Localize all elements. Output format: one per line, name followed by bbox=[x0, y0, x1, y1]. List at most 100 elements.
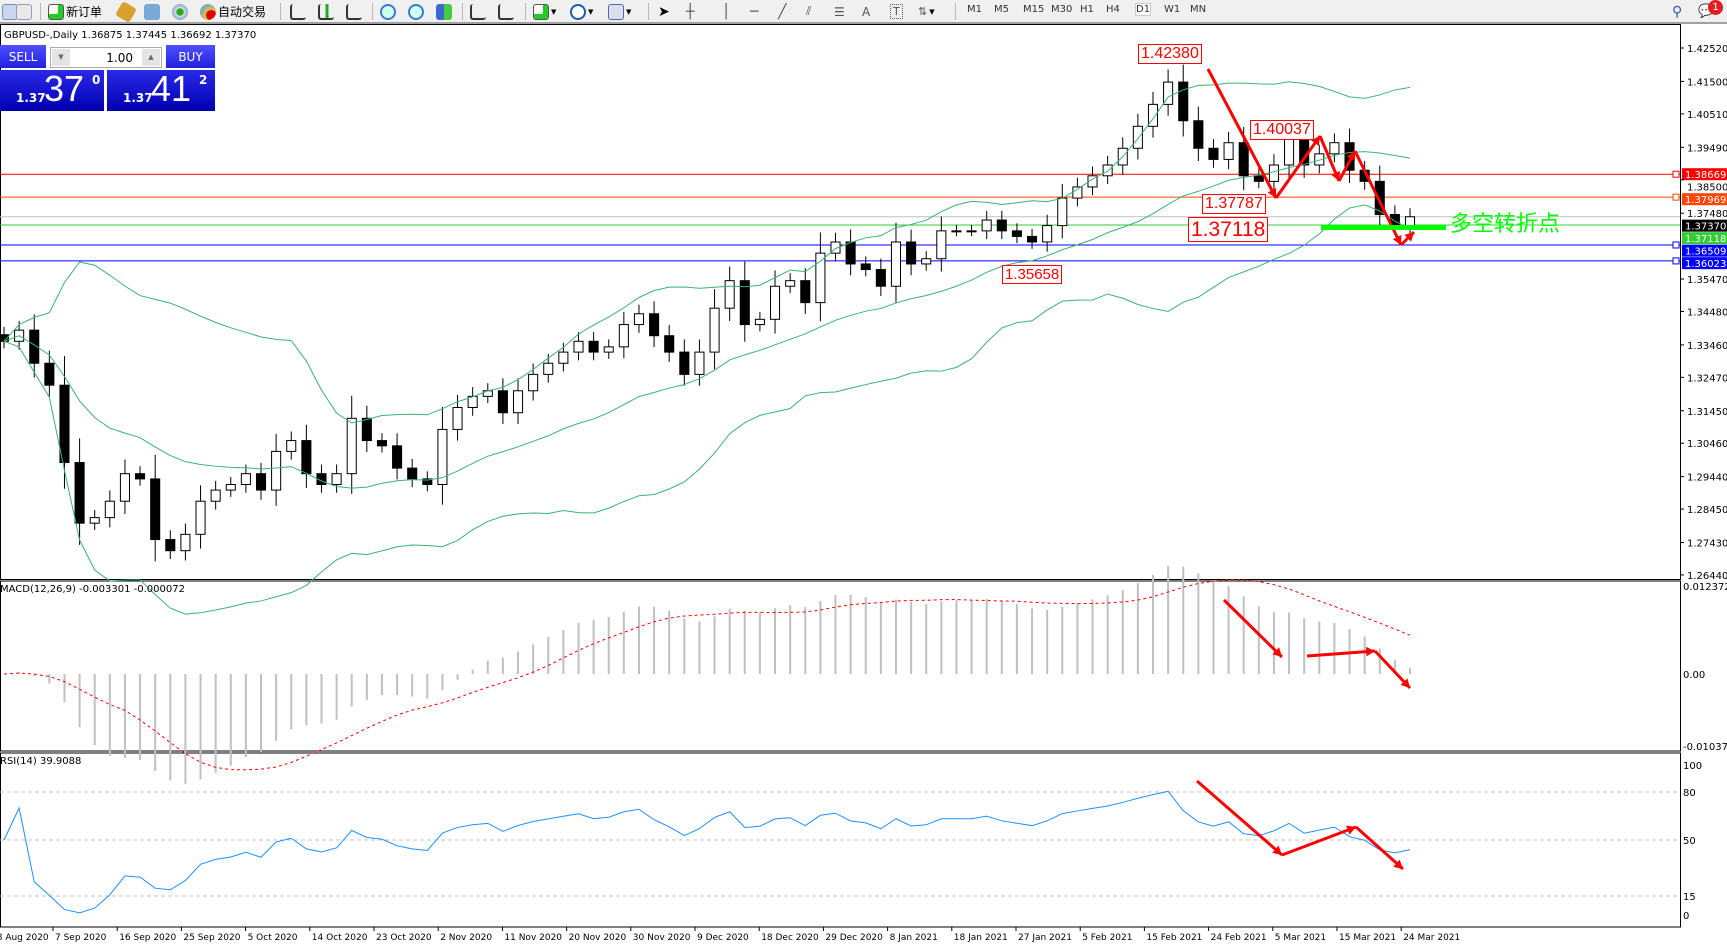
trendline-button[interactable]: ╱ bbox=[778, 2, 786, 21]
timeframe-m30[interactable]: M30 bbox=[1051, 4, 1073, 15]
horizontal-line-button[interactable]: ─ bbox=[750, 2, 758, 21]
bull-candle bbox=[936, 230, 947, 260]
macd-label: MACD(12,26,9) -0.003301 -0.000072 bbox=[0, 584, 185, 595]
price-axis-label: 1.28450 bbox=[1687, 505, 1727, 516]
zoom-in-icon bbox=[380, 3, 396, 20]
bull-candle bbox=[1132, 125, 1143, 149]
sell-price[interactable]: 1.37 37 0 bbox=[0, 68, 104, 111]
buy-button[interactable]: BUY bbox=[166, 45, 215, 68]
date-axis-label: 5 Feb 2021 bbox=[1082, 933, 1132, 943]
date-axis-label: 20 Nov 2020 bbox=[569, 933, 627, 943]
date-axis-label: 9 Dec 2020 bbox=[697, 933, 749, 943]
metaeditor-button[interactable] bbox=[115, 0, 137, 23]
bull-candle bbox=[528, 373, 539, 392]
bear-candle bbox=[361, 417, 372, 442]
macd-panel-frame bbox=[0, 580, 1681, 752]
price-line-tag bbox=[1682, 168, 1727, 181]
indicators-button[interactable]: ▼ bbox=[533, 2, 556, 21]
bull-candle bbox=[119, 473, 130, 502]
toolbar: 新订单 自动交易 ▼ ▼ ▼ ➤ ┼ │ ─ ╱ ⫽ ☰ A T ⇅ ▼ M1 M5… bbox=[0, 0, 1727, 24]
bull-candle bbox=[951, 230, 962, 233]
candlestick-button[interactable] bbox=[318, 2, 334, 21]
lot-size-input[interactable]: ▼ 1.00 ▲ bbox=[50, 47, 162, 68]
line-chart-button[interactable] bbox=[346, 2, 362, 21]
price-line-tag bbox=[1682, 244, 1727, 257]
cursor-icon: ➤ bbox=[658, 3, 670, 20]
chart-shift-button[interactable] bbox=[498, 2, 514, 21]
date-axis-label: 8 Jan 2021 bbox=[890, 933, 938, 943]
candlestick-icon bbox=[318, 3, 334, 20]
tile-windows-button[interactable] bbox=[436, 2, 452, 21]
price-line-tag bbox=[1682, 257, 1727, 270]
timeframe-w1[interactable]: W1 bbox=[1164, 4, 1181, 15]
date-axis-label: 2 Nov 2020 bbox=[440, 933, 492, 943]
channel-button[interactable]: ⫽ bbox=[806, 2, 811, 21]
cursor-button[interactable]: ➤ bbox=[658, 2, 670, 21]
zoom-out-button[interactable] bbox=[408, 2, 424, 21]
bear-candle bbox=[59, 384, 70, 464]
bear-candle bbox=[392, 445, 403, 469]
main-panel-frame bbox=[0, 24, 1681, 580]
bear-candle bbox=[1193, 120, 1204, 149]
notifications-button[interactable]: 💬 1 bbox=[1698, 0, 1723, 21]
annotation-high: 1.42380 bbox=[1138, 44, 1202, 64]
new-order-button[interactable]: 新订单 bbox=[48, 2, 102, 21]
pivot-level-bar bbox=[1321, 225, 1446, 230]
timeframe-m1[interactable]: M1 bbox=[967, 4, 982, 15]
text-label-button[interactable]: T bbox=[890, 2, 903, 21]
terminal-button[interactable] bbox=[144, 2, 160, 21]
annotation-swing-low: 1.37787 bbox=[1202, 194, 1266, 214]
autoscroll-button[interactable] bbox=[470, 2, 486, 21]
crosshair-icon: ┼ bbox=[686, 3, 695, 20]
date-axis-label: 14 Oct 2020 bbox=[312, 933, 368, 943]
bear-candle bbox=[1374, 180, 1385, 215]
bull-candle bbox=[1404, 216, 1416, 227]
one-click-trading-panel: SELL ▼ 1.00 ▲ BUY 1.37 37 0 1.37 41 2 bbox=[0, 45, 215, 111]
bear-candle bbox=[422, 478, 433, 485]
bull-candle bbox=[195, 500, 206, 535]
bull-candle bbox=[981, 219, 992, 232]
timeframe-h4[interactable]: H4 bbox=[1106, 4, 1120, 15]
timeframe-h1[interactable]: H1 bbox=[1080, 4, 1094, 15]
chart-area[interactable]: 1.42520 1.41500 1.40510 1.39490 1.38669 1.385… bbox=[0, 24, 1727, 944]
auto-trading-button[interactable]: 自动交易 bbox=[200, 2, 266, 21]
macd-arrow-flat-head bbox=[1365, 646, 1375, 657]
price-axis-label: 1.41500 bbox=[1687, 77, 1727, 88]
increase-lot-button[interactable]: ▲ bbox=[142, 49, 160, 66]
bar-chart-button[interactable] bbox=[290, 2, 306, 21]
timeframe-m15[interactable]: M15 bbox=[1023, 4, 1045, 15]
text-icon: A bbox=[862, 4, 871, 19]
signals-button[interactable] bbox=[172, 2, 188, 21]
text-button[interactable]: A bbox=[862, 2, 870, 21]
terminal-icon bbox=[144, 3, 160, 20]
timeframe-mn[interactable]: MN bbox=[1190, 4, 1207, 15]
decrease-lot-button[interactable]: ▼ bbox=[52, 49, 70, 66]
templates-button[interactable]: ▼ bbox=[608, 2, 631, 21]
crosshair-button[interactable]: ┼ bbox=[686, 2, 694, 21]
vertical-line-button[interactable]: │ bbox=[722, 2, 730, 21]
trendline-icon: ╱ bbox=[778, 3, 787, 20]
history-button[interactable] bbox=[16, 2, 32, 21]
buy-price[interactable]: 1.37 41 2 bbox=[107, 68, 215, 111]
date-axis-label: 5 Mar 2021 bbox=[1275, 933, 1326, 943]
timeframe-d1[interactable]: D1 bbox=[1134, 3, 1152, 16]
bull-candle bbox=[1087, 175, 1098, 188]
date-axis-label: 24 Feb 2021 bbox=[1211, 933, 1267, 943]
bull-candle bbox=[1102, 164, 1113, 177]
sell-button[interactable]: SELL bbox=[0, 45, 46, 68]
rsi-axis-label: 0 bbox=[1683, 911, 1689, 922]
channel-icon: ⫽ bbox=[806, 4, 812, 18]
search-button[interactable]: ⚲ bbox=[1672, 2, 1682, 21]
arrows-button[interactable]: ⇅ ▼ bbox=[918, 2, 935, 21]
bear-candle bbox=[1027, 235, 1038, 243]
price-axis-label: 1.34480 bbox=[1687, 307, 1727, 318]
fibonacci-button[interactable]: ☰ bbox=[834, 2, 845, 21]
periods-button[interactable]: ▼ bbox=[570, 2, 593, 21]
zoom-in-button[interactable] bbox=[380, 2, 396, 21]
price-line-label: 1.36023 bbox=[1685, 259, 1726, 270]
timeframe-m5[interactable]: M5 bbox=[994, 4, 1009, 15]
bull-candle bbox=[558, 351, 569, 364]
rsi-arrow-up-head bbox=[1346, 825, 1356, 835]
trend-arrow-up-2-head bbox=[1346, 151, 1356, 161]
date-axis-label: 18 Jan 2021 bbox=[954, 933, 1008, 943]
